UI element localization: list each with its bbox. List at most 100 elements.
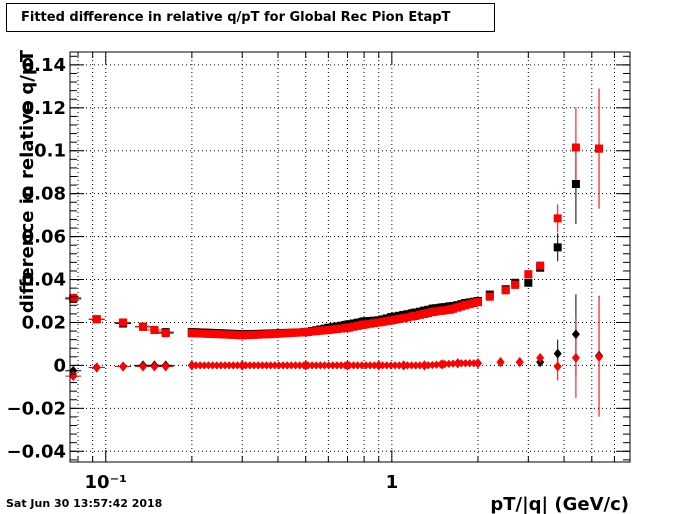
data-point-diamond (595, 351, 604, 362)
grid (70, 52, 630, 462)
data-point-square (337, 324, 346, 333)
data-point-diamond (515, 357, 524, 368)
data-point-diamond (308, 361, 316, 370)
y-tick-label: 0.08 (22, 184, 66, 205)
data-point-square (204, 329, 213, 338)
timestamp: Sat Jun 30 13:57:42 2018 (6, 497, 163, 510)
data-point-diamond (279, 361, 287, 370)
data-point-square (432, 307, 441, 316)
data-point-square (216, 330, 225, 339)
data-point-diamond (221, 361, 229, 370)
data-point-diamond (374, 361, 382, 370)
data-point-diamond (337, 361, 345, 370)
data-point-diamond (267, 361, 275, 370)
data-point-square (357, 321, 366, 330)
data-point-diamond (553, 361, 562, 372)
data-point-diamond (449, 359, 457, 368)
data-point-diamond (229, 361, 237, 370)
data-point-diamond (379, 361, 387, 370)
y-tick-label: 0.02 (22, 312, 66, 333)
data-point-diamond (200, 361, 208, 370)
data-point-diamond (333, 361, 341, 370)
data-point-square (303, 327, 312, 336)
data-point-square (161, 329, 170, 338)
data-point-square (415, 310, 424, 319)
data-point-diamond (428, 360, 436, 369)
data-point-square (465, 300, 474, 309)
data-point-diamond (416, 361, 424, 370)
data-point-diamond (139, 361, 148, 372)
data-point-diamond (213, 361, 221, 370)
data-point-square (279, 329, 288, 338)
y-tick-label: 0.04 (22, 270, 66, 291)
data-point-diamond (432, 360, 440, 369)
data-point-diamond (383, 361, 391, 370)
data-point-diamond (462, 359, 470, 368)
data-point-diamond (209, 361, 217, 370)
data-point-square (266, 330, 275, 339)
data-point-diamond (354, 361, 362, 370)
data-point-square (378, 317, 387, 326)
data-point-diamond (233, 361, 241, 370)
data-point-diamond (287, 361, 295, 370)
data-point-diamond (412, 361, 420, 370)
data-point-square (403, 313, 412, 322)
y-tick-label: 0.1 (34, 141, 66, 162)
x-axis-label: pT/|q| (GeV/c) (490, 494, 629, 514)
data-point-diamond (470, 359, 478, 368)
data-point-square (233, 331, 242, 340)
data-point-square (382, 317, 391, 326)
data-point-square (353, 321, 362, 330)
data-point-diamond (217, 361, 225, 370)
data-point-diamond (453, 359, 461, 368)
data-point-diamond (571, 352, 580, 363)
y-tick-label: −0.02 (7, 398, 67, 419)
data-point-diamond (204, 361, 212, 370)
data-point-square (391, 315, 400, 324)
data-point-diamond (553, 348, 562, 359)
data-point-diamond (536, 352, 545, 363)
data-point-diamond (292, 361, 300, 370)
data-point-diamond (161, 361, 170, 372)
data-point-square (461, 301, 470, 310)
data-point-diamond (300, 361, 308, 370)
data-point-diamond (391, 361, 399, 370)
data-point-square (424, 309, 433, 318)
data-point-diamond (250, 361, 258, 370)
data-point-diamond (119, 361, 128, 372)
data-point-diamond (445, 359, 453, 368)
title-box: Fitted difference in relative q/pT for G… (6, 3, 495, 32)
data-point-diamond (271, 361, 279, 370)
data-point-square (485, 292, 494, 301)
data-point-square (436, 306, 445, 315)
data-point-square (192, 329, 201, 338)
data-point-diamond (188, 361, 196, 370)
data-point-diamond (358, 361, 366, 370)
data-point-square (274, 329, 283, 338)
data-point-square (374, 318, 383, 327)
data-point-diamond (150, 361, 159, 372)
data-point-square (312, 327, 321, 336)
data-point-square (328, 325, 337, 334)
data-point-diamond (395, 361, 403, 370)
data-point-diamond (457, 359, 465, 368)
data-point-diamond (350, 361, 358, 370)
x-tick-label: 1 (386, 472, 399, 493)
data-point-diamond (325, 361, 333, 370)
data-point-square (92, 315, 101, 324)
data-point-square (370, 319, 379, 328)
data-point-square (345, 323, 354, 332)
data-point-square (69, 293, 78, 302)
x-tick-label: 10⁻¹ (85, 472, 127, 493)
data-point-diamond (366, 361, 374, 370)
data-point-square (420, 309, 429, 318)
data-point-diamond (362, 361, 370, 370)
y-axis-label: difference in relative q/pT (17, 49, 38, 313)
data-point-square (362, 320, 371, 329)
data-point-square (595, 144, 604, 153)
data-point-square (250, 330, 259, 339)
data-point-square (299, 328, 308, 337)
data-point-diamond (246, 361, 254, 370)
data-point-square (411, 311, 420, 320)
data-point-diamond (424, 361, 432, 370)
